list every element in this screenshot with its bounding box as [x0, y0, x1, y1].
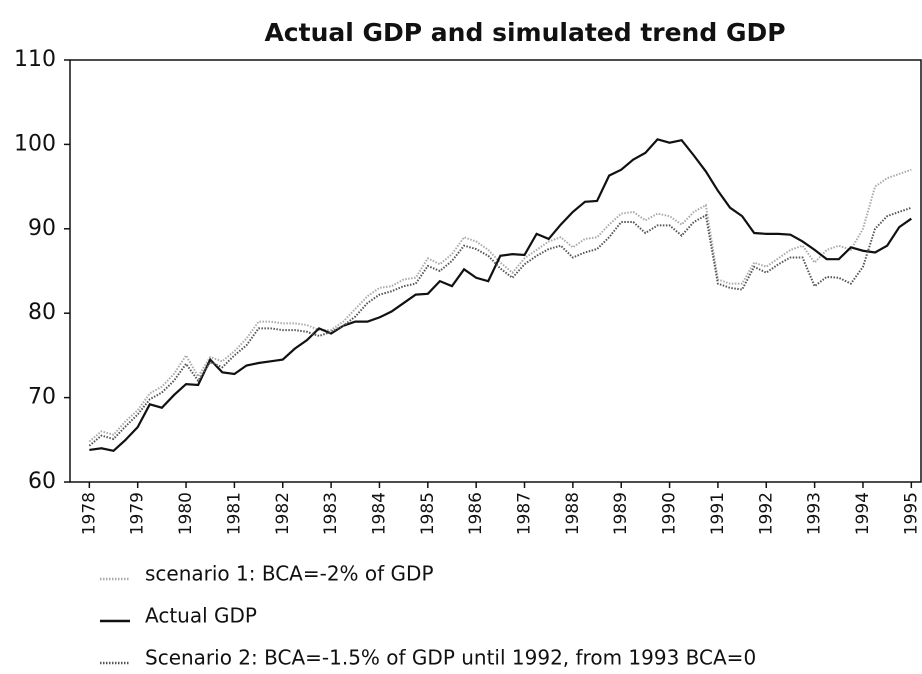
x-tick-label: 1979 [128, 492, 148, 535]
series-line [88, 206, 912, 447]
legend-label: Actual GDP [145, 604, 257, 628]
y-tick-label: 80 [28, 300, 56, 325]
x-tick-label: 1993 [805, 492, 825, 535]
x-tick-label: 1994 [853, 492, 873, 535]
x-tick-label: 1983 [321, 492, 341, 535]
x-tick-label: 1986 [466, 492, 486, 535]
x-tick-label: 1995 [901, 492, 921, 535]
y-tick-label: 70 [28, 385, 56, 410]
chart-title: Actual GDP and simulated trend GDP [264, 18, 785, 47]
series-line [88, 168, 912, 443]
x-tick-label: 1985 [418, 492, 438, 535]
y-tick-label: 60 [28, 469, 56, 494]
x-tick-label: 1980 [176, 492, 196, 535]
y-tick-label: 100 [14, 131, 56, 156]
x-tick-label: 1990 [660, 492, 680, 535]
x-tick-label: 1981 [224, 492, 244, 535]
x-tick-label: 1984 [369, 492, 389, 535]
x-tick-label: 1987 [515, 492, 535, 535]
plot-frame [69, 59, 922, 483]
y-tick-label: 110 [14, 47, 56, 72]
y-tick-label: 90 [28, 216, 56, 241]
x-tick-label: 1978 [79, 492, 99, 535]
legend-label: Scenario 2: BCA=-1.5% of GDP until 1992,… [145, 646, 756, 670]
x-tick-label: 1988 [563, 492, 583, 535]
x-tick-label: 1991 [708, 492, 728, 535]
x-tick-label: 1989 [611, 492, 631, 535]
series-line [89, 138, 912, 452]
legend-label: scenario 1: BCA=-2% of GDP [145, 562, 434, 586]
x-tick-label: 1992 [756, 492, 776, 535]
x-tick-label: 1982 [273, 492, 293, 535]
